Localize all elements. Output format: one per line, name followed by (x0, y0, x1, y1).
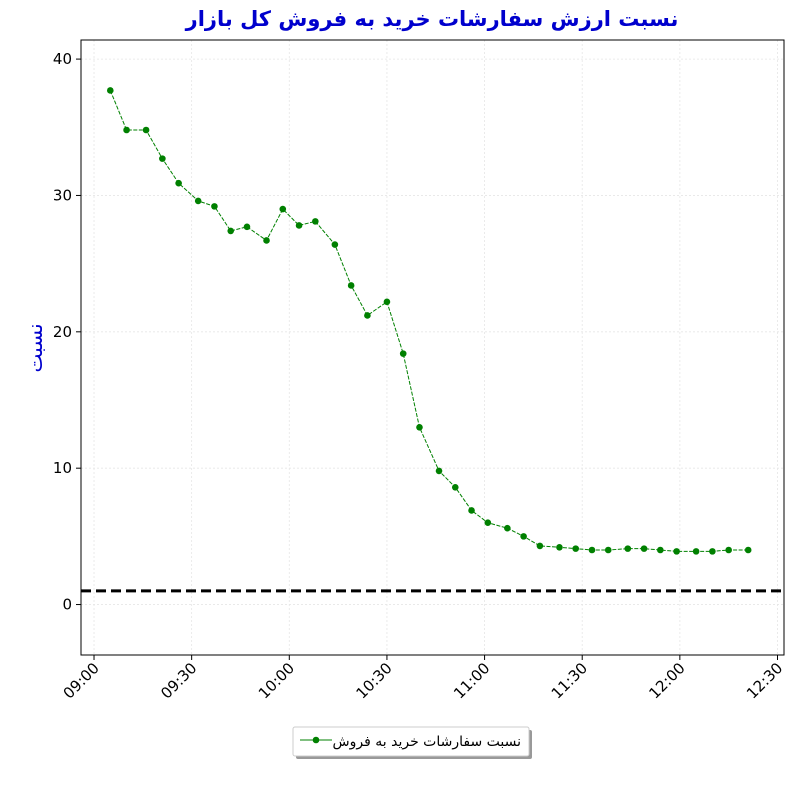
data-point (484, 519, 492, 527)
data-point (175, 179, 182, 187)
legend: نسبت سفارشات خرید به فروش (292, 726, 532, 759)
data-point (725, 546, 732, 554)
data-point (142, 126, 150, 134)
data-point (692, 548, 700, 555)
data-point (624, 545, 632, 552)
data-point (383, 298, 391, 306)
data-point (572, 545, 580, 552)
data-point (709, 548, 716, 555)
legend-box (292, 726, 530, 757)
legend-label: نسبت سفارشات خرید به فروش (333, 734, 521, 750)
y-tick-label: 10 (53, 459, 72, 477)
data-point (279, 205, 287, 213)
y-tick-label: 20 (53, 323, 72, 341)
data-point (364, 312, 371, 319)
data-point (312, 218, 319, 225)
data-point (263, 237, 270, 244)
x-tick-label: 09:30 (157, 659, 200, 702)
legend-marker (312, 736, 320, 744)
x-tick-label: 09:00 (60, 659, 103, 702)
x-tick-label: 11:00 (450, 659, 493, 702)
x-tick-label: 12:00 (645, 659, 688, 702)
data-point (211, 203, 218, 210)
data-point (588, 546, 596, 554)
data-point (416, 423, 423, 431)
plot-frame (80, 39, 785, 656)
data-point (657, 546, 664, 554)
data-point (399, 350, 407, 357)
data-point (331, 241, 339, 248)
x-tick-label: 11:30 (548, 659, 591, 702)
data-point (194, 197, 202, 205)
data-point (673, 548, 680, 555)
data-point (451, 483, 459, 491)
plot-background (81, 40, 784, 655)
data-point (604, 546, 612, 554)
x-tick-label: 10:00 (255, 659, 298, 702)
data-point (556, 543, 563, 551)
data-point (744, 546, 752, 554)
data-point (159, 155, 166, 162)
data-point (435, 467, 443, 475)
y-tick-label: 40 (53, 50, 72, 68)
data-point (520, 533, 527, 540)
data-point (640, 545, 648, 552)
data-point (123, 126, 130, 134)
data-point (295, 222, 303, 229)
data-point (468, 507, 475, 514)
y-axis-label: نسبت (23, 323, 47, 372)
y-tick-label: 0 (62, 596, 72, 614)
data-point (227, 227, 235, 235)
chart-title: نسبت ارزش سفارشات خرید به فروش کل بازار (185, 7, 679, 31)
data-point (106, 87, 114, 94)
data-point (536, 542, 544, 550)
data-point (347, 282, 355, 289)
data-point (504, 524, 511, 532)
x-tick-label: 12:30 (743, 659, 786, 702)
x-tick-label: 10:30 (352, 659, 395, 702)
data-point (243, 223, 251, 231)
y-tick-label: 30 (53, 186, 72, 204)
